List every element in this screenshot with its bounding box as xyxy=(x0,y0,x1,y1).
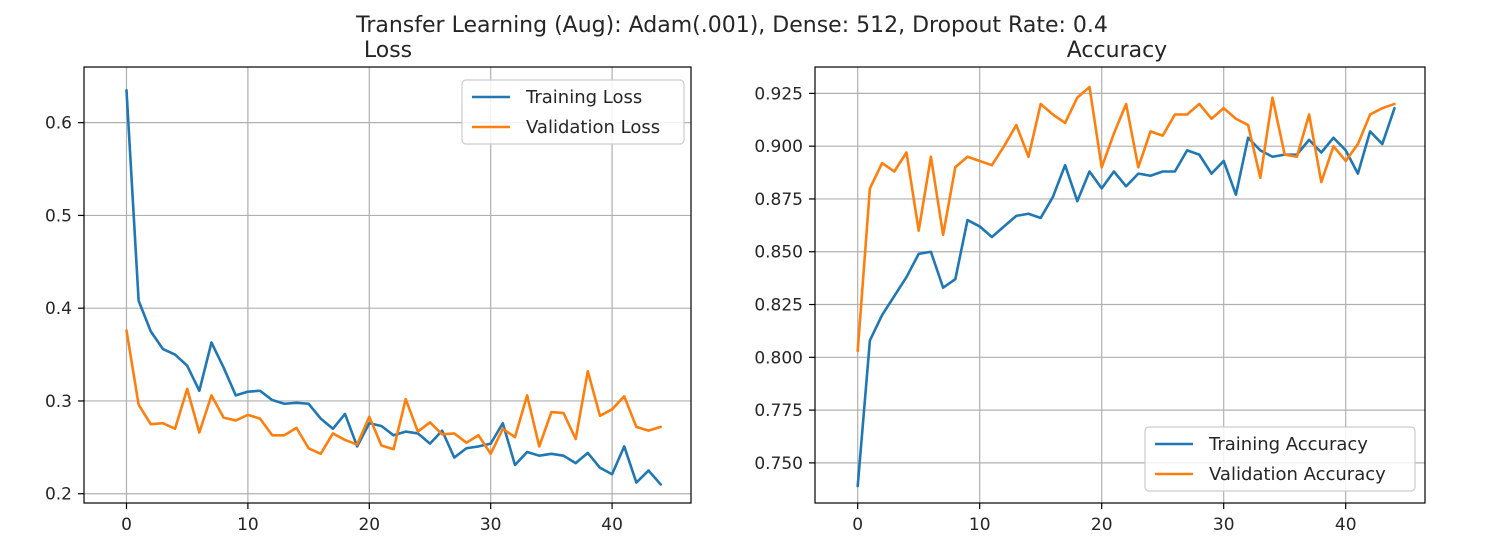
x-tick-label: 0 xyxy=(852,515,863,535)
legend: Training Loss Validation Loss xyxy=(461,79,685,145)
axes-title: Accuracy xyxy=(1067,38,1167,63)
x-tick-label: 40 xyxy=(601,515,623,535)
legend-label: Training Accuracy xyxy=(1208,434,1368,455)
x-tick-label: 40 xyxy=(1335,515,1357,535)
x-tick-label: 30 xyxy=(480,515,502,535)
legend-label: Validation Accuracy xyxy=(1209,464,1386,485)
y-tick-label: 0.750 xyxy=(754,454,803,474)
x-tick-label: 20 xyxy=(1091,515,1113,535)
y-tick-label: 0.900 xyxy=(754,137,803,157)
legend-box xyxy=(1144,426,1416,492)
series-line-validation-loss xyxy=(125,329,662,456)
legend-box xyxy=(461,79,685,145)
axes-title: Loss xyxy=(364,38,412,63)
x-tick-label: 30 xyxy=(1213,515,1235,535)
x-tick-label: 20 xyxy=(358,515,380,535)
legend-label: Training Loss xyxy=(525,87,642,108)
loss-panel: 0 10 20 30 40 0.2 0.3 0.4 0.5 0.6 Loss Training Los… xyxy=(45,38,692,535)
y-tick-label: 0.875 xyxy=(754,190,803,210)
axes-frame xyxy=(83,66,692,504)
y-tick-label: 0.5 xyxy=(45,206,72,226)
y-tick-label: 0.4 xyxy=(45,299,72,319)
x-tick-label: 10 xyxy=(237,515,259,535)
y-tick-label: 0.775 xyxy=(754,401,803,421)
series-line-training-loss xyxy=(125,88,662,486)
x-tick-label: 10 xyxy=(969,515,991,535)
y-tick-label: 0.825 xyxy=(754,296,803,316)
series-line-training-accuracy xyxy=(856,106,1396,488)
y-tick-label: 0.800 xyxy=(754,348,803,368)
y-tick-label: 0.6 xyxy=(45,114,72,134)
accuracy-panel: 0 10 20 30 40 0.750 0.775 0.800 0.825 0.850 0.875 0… xyxy=(754,38,1426,535)
y-tick-label: 0.925 xyxy=(754,84,803,104)
y-tick-label: 0.3 xyxy=(45,392,72,412)
y-tick-label: 0.2 xyxy=(45,485,72,505)
y-tick-label: 0.850 xyxy=(754,243,803,263)
figure-suptitle: Transfer Learning (Aug): Adam(.001), Den… xyxy=(355,13,1108,38)
legend: Training Accuracy Validation Accuracy xyxy=(1144,426,1416,492)
legend-label: Validation Loss xyxy=(526,117,660,138)
axes-frame xyxy=(814,66,1426,504)
series-line-validation-accuracy xyxy=(856,85,1396,353)
x-tick-label: 0 xyxy=(121,515,132,535)
